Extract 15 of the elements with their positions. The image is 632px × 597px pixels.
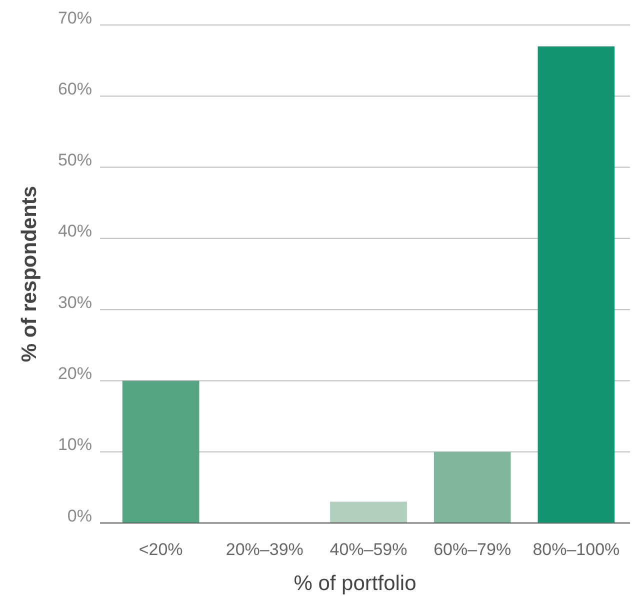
y-tick-label: 60% [58,79,92,98]
x-axis-title: % of portfolio [294,572,416,595]
x-tick-label: 40%–59% [330,540,408,559]
x-tick-label: 20%–39% [226,540,304,559]
y-tick-label: 20% [58,364,92,384]
x-tick-label: 80%–100% [532,540,620,559]
y-tick-label: 0% [67,506,92,526]
y-tick-label: 50% [58,150,92,170]
y-tick-label: 40% [58,222,92,241]
x-tick-label: <20% [138,540,183,559]
y-tick-label: 10% [58,435,92,454]
y-tick-label: 70% [58,8,92,28]
x-tick-label: 60%–79% [434,540,512,559]
y-axis-title: % of respondents [18,186,41,362]
y-tick-label: 30% [58,292,92,312]
